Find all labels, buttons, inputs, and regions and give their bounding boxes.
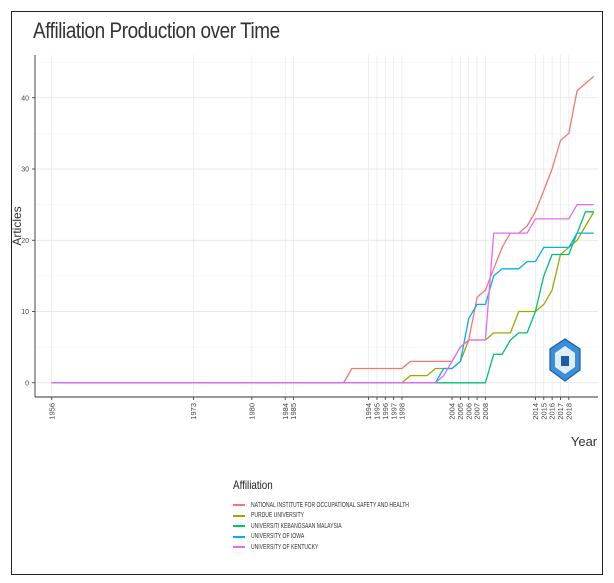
gridlines xyxy=(35,55,598,397)
shield-logo-mark xyxy=(561,356,569,366)
legend-key xyxy=(233,535,245,538)
x-tick-label: 1985 xyxy=(289,403,298,420)
x-tick-label: 2014 xyxy=(531,403,540,420)
x-tick-label: 1980 xyxy=(247,403,256,420)
x-tick-label: 2006 xyxy=(464,403,473,420)
y-tick-label: 20 xyxy=(21,238,29,245)
legend-items: NATIONAL INSTITUTE FOR OCCUPATIONAL SAFE… xyxy=(233,500,470,553)
x-tick-label: 1998 xyxy=(398,403,407,420)
legend-label: NATIONAL INSTITUTE FOR OCCUPATIONAL SAFE… xyxy=(251,501,409,509)
legend-label: UNIVERSITI KEBANGSAAN MALAYSIA xyxy=(251,522,342,530)
legend-key xyxy=(233,546,245,549)
x-tick-label: 1995 xyxy=(373,403,382,420)
legend-item: UNIVERSITI KEBANGSAAN MALAYSIA xyxy=(233,521,470,532)
watermark-logo xyxy=(549,338,581,382)
legend-key xyxy=(233,525,245,528)
x-tick-label: 2016 xyxy=(548,403,557,420)
x-tick-label: 2018 xyxy=(564,403,573,420)
x-tick-label: 1984 xyxy=(281,403,290,420)
y-tick-label: 0 xyxy=(25,380,29,387)
y-tick-label: 40 xyxy=(21,95,29,102)
series-lines xyxy=(51,75,595,384)
x-axis-label: Year xyxy=(571,434,598,449)
legend-key xyxy=(233,514,245,517)
y-tick-label: 30 xyxy=(21,167,29,174)
legend-label: UNIVERSITY OF KENTUCKY xyxy=(251,543,319,551)
legend-label: PURDUE UNIVERSITY xyxy=(251,512,304,520)
legend-title: Affiliation xyxy=(233,478,273,492)
legend-item: PURDUE UNIVERSITY xyxy=(233,511,470,522)
series-line-3 xyxy=(51,211,594,384)
x-tick-label: 1996 xyxy=(381,403,390,420)
legend: Affiliation NATIONAL INSTITUTE FOR OCCUP… xyxy=(233,478,470,553)
y-axis-label: Articles xyxy=(10,206,24,245)
x-tick-label: 2007 xyxy=(473,403,482,420)
legend-label: UNIVERSITY OF IOWA xyxy=(251,533,305,541)
x-tick-label: 2004 xyxy=(448,403,457,420)
legend-item: UNIVERSITY OF KENTUCKY xyxy=(233,542,470,553)
x-tick-label: 2008 xyxy=(481,403,490,420)
y-tick-label: 10 xyxy=(21,309,29,316)
series-line-5 xyxy=(51,203,594,384)
series-line-4 xyxy=(51,232,594,384)
x-tick-label: 2017 xyxy=(556,403,565,420)
x-tick-label: 2005 xyxy=(456,403,465,420)
legend-item: UNIVERSITY OF IOWA xyxy=(233,532,470,543)
legend-key xyxy=(233,504,245,507)
series-line-1 xyxy=(51,75,595,384)
legend-item: NATIONAL INSTITUTE FOR OCCUPATIONAL SAFE… xyxy=(233,500,470,511)
x-tick-label: 1956 xyxy=(47,403,56,420)
x-tick-label: 2015 xyxy=(539,403,548,420)
series-line-2 xyxy=(51,211,595,384)
chart-title: Affiliation Production over Time xyxy=(33,18,280,43)
x-tick-label: 1973 xyxy=(189,403,198,420)
chart-frame xyxy=(11,11,603,575)
x-tick-label: 1994 xyxy=(364,403,373,420)
x-tick-label: 1997 xyxy=(389,403,398,420)
